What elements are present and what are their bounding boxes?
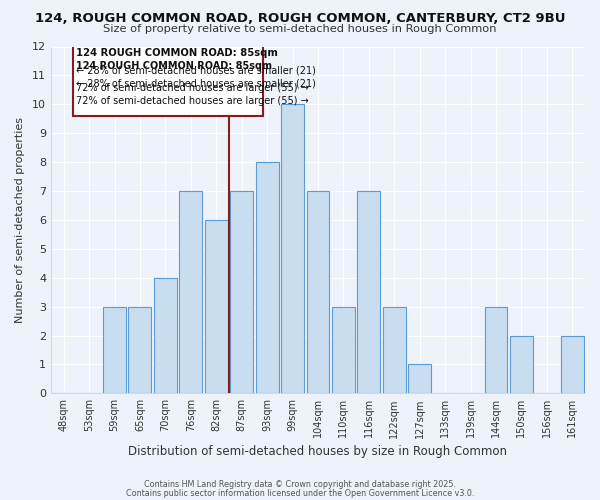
- Text: 72% of semi-detached houses are larger (55) →: 72% of semi-detached houses are larger (…: [76, 82, 309, 92]
- Text: 72% of semi-detached houses are larger (55) →: 72% of semi-detached houses are larger (…: [76, 96, 309, 106]
- Bar: [103, 306, 126, 394]
- Text: 124, ROUGH COMMON ROAD, ROUGH COMMON, CANTERBURY, CT2 9BU: 124, ROUGH COMMON ROAD, ROUGH COMMON, CA…: [35, 12, 565, 26]
- Bar: [230, 191, 253, 394]
- Bar: [561, 336, 584, 394]
- Bar: [408, 364, 431, 394]
- Bar: [179, 191, 202, 394]
- Y-axis label: Number of semi-detached properties: Number of semi-detached properties: [15, 117, 25, 323]
- Text: ← 28% of semi-detached houses are smaller (21): ← 28% of semi-detached houses are smalle…: [76, 66, 316, 76]
- Bar: [128, 306, 151, 394]
- Text: ← 28% of semi-detached houses are smaller (21): ← 28% of semi-detached houses are smalle…: [76, 78, 316, 88]
- Bar: [358, 191, 380, 394]
- Bar: [383, 306, 406, 394]
- FancyBboxPatch shape: [73, 42, 263, 116]
- Bar: [256, 162, 278, 394]
- Text: 124 ROUGH COMMON ROAD: 85sqm: 124 ROUGH COMMON ROAD: 85sqm: [76, 48, 278, 58]
- Bar: [307, 191, 329, 394]
- Bar: [510, 336, 533, 394]
- Text: Contains HM Land Registry data © Crown copyright and database right 2025.: Contains HM Land Registry data © Crown c…: [144, 480, 456, 489]
- Text: Contains public sector information licensed under the Open Government Licence v3: Contains public sector information licen…: [126, 489, 474, 498]
- Bar: [154, 278, 177, 394]
- X-axis label: Distribution of semi-detached houses by size in Rough Common: Distribution of semi-detached houses by …: [128, 444, 508, 458]
- Bar: [205, 220, 227, 394]
- Text: 124 ROUGH COMMON ROAD: 85sqm: 124 ROUGH COMMON ROAD: 85sqm: [76, 61, 272, 71]
- Text: Size of property relative to semi-detached houses in Rough Common: Size of property relative to semi-detach…: [103, 24, 497, 34]
- Bar: [485, 306, 508, 394]
- Bar: [332, 306, 355, 394]
- Bar: [281, 104, 304, 394]
